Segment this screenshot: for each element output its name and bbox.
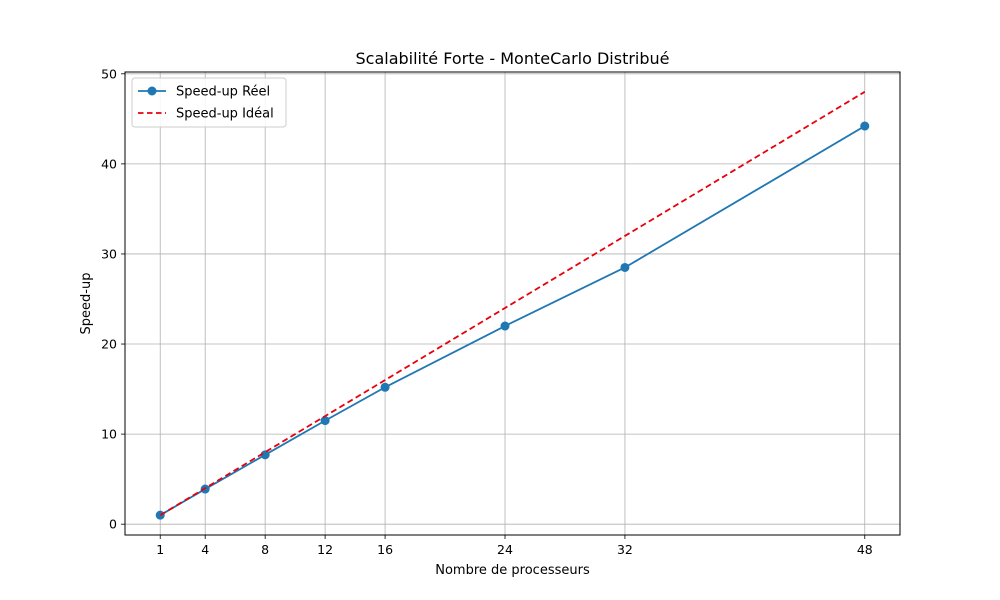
- x-tick-label: 12: [317, 542, 333, 557]
- y-tick-label: 10: [101, 427, 117, 442]
- data-point-speedup-reel: [155, 510, 165, 520]
- legend-marker-speedup-reel: [147, 86, 157, 96]
- data-point-speedup-reel: [260, 450, 270, 460]
- grid-lines: [125, 72, 900, 535]
- data-point-speedup-reel: [860, 121, 870, 131]
- x-axis-label: Nombre de processeurs: [435, 563, 590, 578]
- x-tick-label: 48: [857, 542, 873, 557]
- x-tick-label: 24: [497, 542, 513, 557]
- x-tick-label: 8: [261, 542, 269, 557]
- y-tick-label: 20: [101, 337, 117, 352]
- y-axis-label: Speed-up: [79, 273, 94, 335]
- data-point-speedup-reel: [380, 382, 390, 392]
- x-tick-label: 32: [617, 542, 633, 557]
- legend: Speed-up Réel Speed-up Idéal: [131, 77, 287, 128]
- x-tick-label: 1: [156, 542, 164, 557]
- y-tick-label: 40: [101, 156, 117, 171]
- data-point-speedup-reel: [620, 262, 630, 272]
- x-tick-label: 16: [377, 542, 393, 557]
- data-point-speedup-reel: [500, 321, 510, 331]
- y-tick-label: 50: [101, 66, 117, 81]
- series-line-speedup-ideal: [159, 91, 866, 516]
- plot-series: [155, 91, 870, 520]
- series-line-speedup-reel: [159, 125, 866, 516]
- y-tick-label: 0: [109, 517, 117, 532]
- legend-label-speedup-ideal: Speed-up Idéal: [176, 107, 274, 122]
- legend-box: [131, 77, 287, 128]
- plot-frame: [124, 71, 901, 536]
- legend-label-speedup-reel: Speed-up Réel: [176, 85, 270, 100]
- chart-title: Scalabilité Forte - MonteCarlo Distribué: [355, 49, 669, 68]
- x-tick-label: 4: [201, 542, 209, 557]
- data-point-speedup-reel: [320, 416, 330, 426]
- y-tick-label: 30: [101, 246, 117, 261]
